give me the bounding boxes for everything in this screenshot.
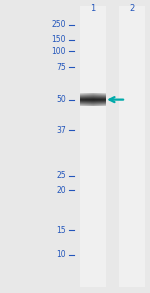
Text: 150: 150 <box>51 35 66 44</box>
Text: 2: 2 <box>129 4 135 13</box>
Text: 20: 20 <box>56 186 66 195</box>
Bar <box>80 6 106 287</box>
Text: 1: 1 <box>90 4 96 13</box>
Text: 10: 10 <box>56 251 66 259</box>
Text: 100: 100 <box>51 47 66 56</box>
Text: 75: 75 <box>56 63 66 72</box>
Text: 15: 15 <box>56 226 66 234</box>
Text: 25: 25 <box>56 171 66 180</box>
Text: 50: 50 <box>56 95 66 104</box>
Text: 37: 37 <box>56 126 66 135</box>
Text: 250: 250 <box>51 21 66 29</box>
Bar <box>119 6 145 287</box>
